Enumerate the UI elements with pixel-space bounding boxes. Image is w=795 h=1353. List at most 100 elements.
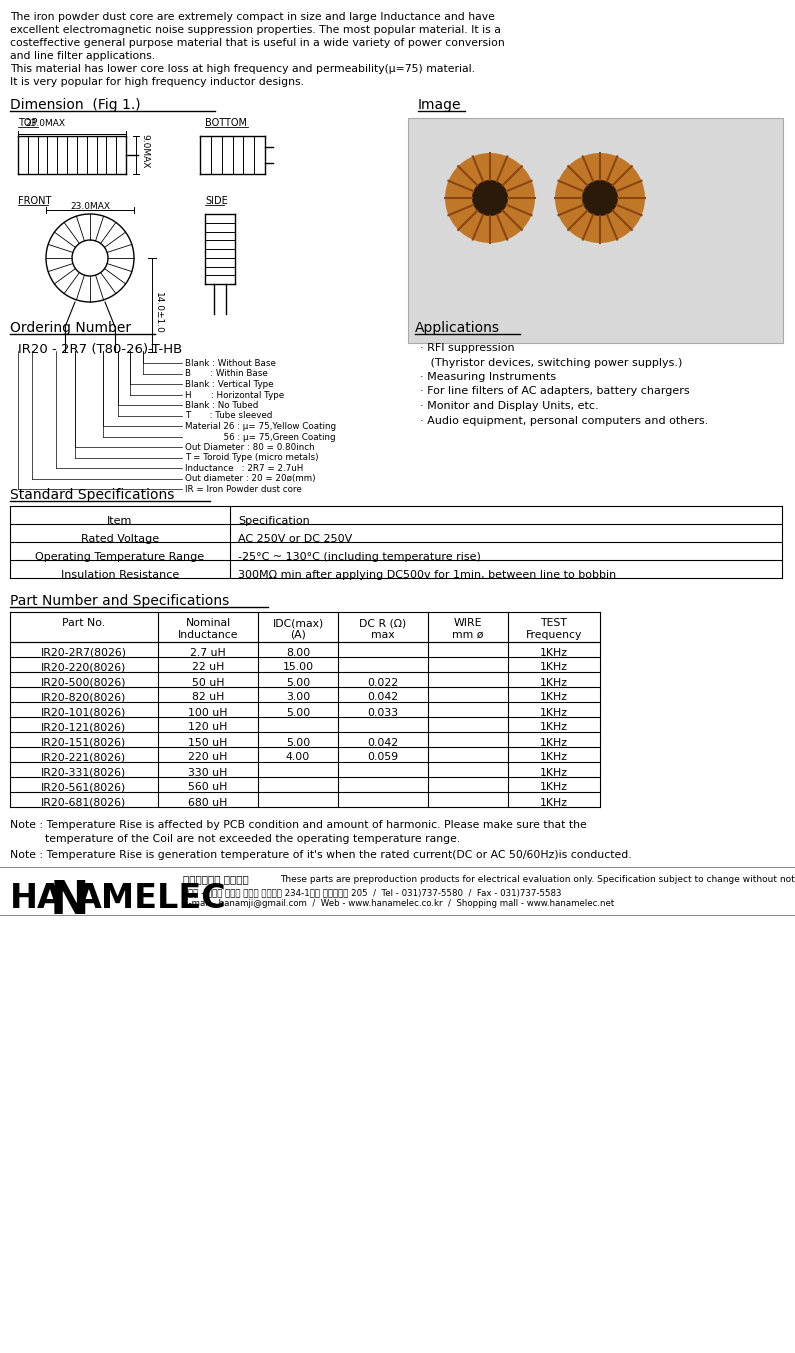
Text: 1KHz: 1KHz [540,767,568,778]
Text: It is very popular for high frequency inductor designs.: It is very popular for high frequency in… [10,77,304,87]
Text: and line filter applications.: and line filter applications. [10,51,155,61]
Text: Nominal: Nominal [185,618,231,629]
Text: · For line filters of AC adapters, battery chargers: · For line filters of AC adapters, batte… [420,387,689,396]
Text: 23.0MAX: 23.0MAX [70,202,110,211]
Circle shape [582,180,618,216]
Text: IR20-220(8026): IR20-220(8026) [41,663,126,672]
Text: 300MΩ min after applying DC500v for 1min, between line to bobbin: 300MΩ min after applying DC500v for 1min… [238,570,616,579]
Text: 680 uH: 680 uH [188,797,227,808]
Text: T       : Tube sleeved: T : Tube sleeved [185,411,273,421]
Text: (A): (A) [290,629,306,640]
Text: IR20-500(8026): IR20-500(8026) [41,678,126,687]
Text: Blank : No Tubed: Blank : No Tubed [185,400,258,410]
Text: max: max [371,629,395,640]
Text: Part Number and Specifications: Part Number and Specifications [10,594,229,607]
Text: 50 uH: 50 uH [192,678,224,687]
Text: 2.7 uH: 2.7 uH [190,648,226,658]
Text: Operating Temperature Range: Operating Temperature Range [36,552,204,561]
Text: 15.00: 15.00 [282,663,313,672]
Text: 5.00: 5.00 [286,737,310,747]
Text: 5.00: 5.00 [286,708,310,717]
Text: 주소지 - 경기도 성남시 중원구 상대원동 234-1번지 포스테크노 205  /  Tel - 031)737-5580  /  Fax - 031)73: 주소지 - 경기도 성남시 중원구 상대원동 234-1번지 포스테크노 205… [183,889,561,897]
Text: Applications: Applications [415,321,500,336]
Text: Frequency: Frequency [525,629,582,640]
Text: temperature of the Coil are not exceeded the operating temperature range.: temperature of the Coil are not exceeded… [10,833,460,843]
Text: The iron powder dust core are extremely compact in size and large Inductance and: The iron powder dust core are extremely … [10,12,494,22]
Text: 82 uH: 82 uH [192,693,224,702]
Text: B       : Within Base: B : Within Base [185,369,268,379]
Text: Inductance: Inductance [178,629,238,640]
Text: 1KHz: 1KHz [540,693,568,702]
Text: HA: HA [10,882,64,915]
Text: E-mail - hanamji@gmail.com  /  Web - www.hanamelec.co.kr  /  Shopping mall - www: E-mail - hanamji@gmail.com / Web - www.h… [183,900,615,908]
Text: · Measuring Instruments: · Measuring Instruments [420,372,556,382]
Text: Note : Temperature Rise is generation temperature of it's when the rated current: Note : Temperature Rise is generation te… [10,850,631,859]
Text: FRONT: FRONT [18,196,52,206]
Text: 0.042: 0.042 [367,737,398,747]
Text: Note : Temperature Rise is affected by PCB condition and amount of harmonic. Ple: Note : Temperature Rise is affected by P… [10,820,587,831]
Text: TOP: TOP [18,118,37,129]
Text: DC R (Ω): DC R (Ω) [359,618,406,629]
Text: IR20-121(8026): IR20-121(8026) [41,723,126,732]
Text: Part No.: Part No. [63,618,106,629]
Text: IR20-331(8026): IR20-331(8026) [41,767,126,778]
Text: 3.00: 3.00 [286,693,310,702]
Text: 0.022: 0.022 [367,678,398,687]
Text: Inductance   : 2R7 = 2.7uH: Inductance : 2R7 = 2.7uH [185,464,304,474]
Text: Dimension  (Fig 1.): Dimension (Fig 1.) [10,97,141,112]
Text: These parts are preproduction products for electrical evaluation only. Specifica: These parts are preproduction products f… [280,874,795,884]
Bar [408,118,783,344]
Text: 9.0MAX: 9.0MAX [140,134,149,168]
Text: Material 26 : μ= 75,Yellow Coating: Material 26 : μ= 75,Yellow Coating [185,422,336,432]
Text: Blank : Vertical Type: Blank : Vertical Type [185,380,273,390]
Text: (Thyristor devices, switching power supplys.): (Thyristor devices, switching power supp… [420,357,682,368]
Circle shape [445,153,535,244]
Text: IR20 - 2R7 (T80-26)-T-HB: IR20 - 2R7 (T80-26)-T-HB [18,344,182,356]
Text: Image: Image [418,97,462,112]
Text: 전자부품전문 하남전자: 전자부품전문 하남전자 [183,874,249,885]
Text: Ordering Number: Ordering Number [10,321,131,336]
Text: 1KHz: 1KHz [540,723,568,732]
Text: 1KHz: 1KHz [540,782,568,793]
Text: 1KHz: 1KHz [540,648,568,658]
Text: IR20-681(8026): IR20-681(8026) [41,797,126,808]
Text: · Monitor and Display Units, etc.: · Monitor and Display Units, etc. [420,400,599,411]
Text: 560 uH: 560 uH [188,782,227,793]
Text: 5.00: 5.00 [286,678,310,687]
Text: costeffective general purpose material that is useful in a wide variety of power: costeffective general purpose material t… [10,38,505,47]
Text: 1KHz: 1KHz [540,663,568,672]
Text: This material has lower core loss at high frequency and permeability(μ=75) mater: This material has lower core loss at hig… [10,64,475,74]
Text: 0.042: 0.042 [367,693,398,702]
Text: mm ø: mm ø [452,629,483,640]
Text: AMELEC: AMELEC [76,882,227,915]
Text: 330 uH: 330 uH [188,767,227,778]
Text: IR20-2R7(8026): IR20-2R7(8026) [41,648,127,658]
Text: 1KHz: 1KHz [540,708,568,717]
Text: Blank : Without Base: Blank : Without Base [185,359,276,368]
Text: 4.00: 4.00 [286,752,310,763]
Text: Standard Specifications: Standard Specifications [10,487,174,502]
Text: Out Diameter : 80 = 0.80inch: Out Diameter : 80 = 0.80inch [185,442,315,452]
Text: 0.059: 0.059 [367,752,398,763]
Text: 1KHz: 1KHz [540,678,568,687]
Text: Specification: Specification [238,515,310,525]
Text: IR20-101(8026): IR20-101(8026) [41,708,126,717]
Text: 8.00: 8.00 [286,648,310,658]
Text: 150 uH: 150 uH [188,737,227,747]
Text: TEST: TEST [541,618,568,629]
Text: IR20-151(8026): IR20-151(8026) [41,737,126,747]
Text: AC 250V or DC 250V: AC 250V or DC 250V [238,533,352,544]
Text: IR20-820(8026): IR20-820(8026) [41,693,126,702]
Text: 1KHz: 1KHz [540,752,568,763]
Text: 0.033: 0.033 [367,708,398,717]
Text: 14.0±1.0: 14.0±1.0 [154,292,163,334]
Text: · Audio equipment, personal computers and others.: · Audio equipment, personal computers an… [420,415,708,425]
Text: -25°C ~ 130°C (including temperature rise): -25°C ~ 130°C (including temperature ris… [238,552,481,561]
Text: 1KHz: 1KHz [540,737,568,747]
Text: 1KHz: 1KHz [540,797,568,808]
Text: 120 uH: 120 uH [188,723,227,732]
Text: Out diameter : 20 = 20ø(mm): Out diameter : 20 = 20ø(mm) [185,475,316,483]
Text: 220 uH: 220 uH [188,752,227,763]
Text: SIDE: SIDE [205,196,227,206]
Text: Insulation Resistance: Insulation Resistance [61,570,179,579]
